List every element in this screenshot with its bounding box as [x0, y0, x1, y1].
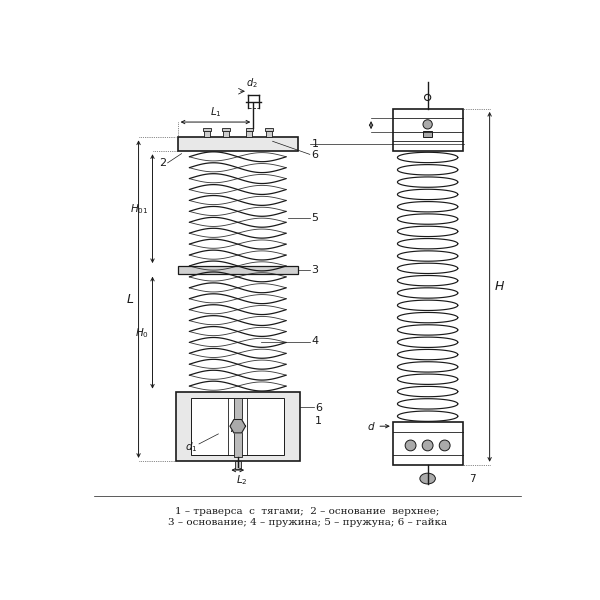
Text: 2: 2 [159, 158, 166, 168]
Bar [393, 422, 463, 464]
Text: 1: 1 [315, 416, 322, 426]
Text: 5: 5 [311, 213, 319, 223]
Text: 1: 1 [311, 139, 319, 149]
Bar [245, 128, 253, 131]
Text: $d$: $d$ [367, 420, 376, 432]
Circle shape [405, 440, 416, 451]
Circle shape [422, 440, 433, 451]
Bar [222, 128, 230, 131]
Text: 4: 4 [311, 337, 319, 346]
Bar [423, 131, 432, 137]
Text: $d_2$: $d_2$ [246, 76, 257, 90]
Bar [235, 461, 241, 469]
Bar [176, 392, 300, 461]
Bar [203, 131, 210, 137]
Bar [203, 128, 211, 131]
Circle shape [439, 440, 450, 451]
Bar [191, 398, 284, 455]
Text: $L_2$: $L_2$ [236, 473, 247, 487]
Text: 1 – траверса  с  тягами;  2 – основание  верхнее;: 1 – траверса с тягами; 2 – основание вер… [175, 507, 440, 516]
Bar [178, 137, 298, 151]
Bar [265, 128, 272, 131]
Text: $6$: $6$ [315, 401, 323, 413]
Bar [234, 398, 242, 457]
Text: $H_{01}$: $H_{01}$ [130, 202, 149, 215]
Circle shape [423, 120, 432, 129]
Text: 3 – основание; 4 – пружина; 5 – пружуна; 6 – гайка: 3 – основание; 4 – пружина; 5 – пружуна;… [168, 518, 447, 527]
Bar [246, 131, 253, 137]
Text: $L_1$: $L_1$ [209, 105, 221, 119]
Text: 3: 3 [311, 265, 319, 275]
Bar [178, 266, 298, 274]
Text: $d_1$: $d_1$ [185, 440, 197, 454]
Ellipse shape [420, 473, 436, 484]
Polygon shape [230, 419, 245, 433]
Bar [266, 131, 272, 137]
Text: 7: 7 [469, 473, 475, 484]
Text: $H$: $H$ [494, 280, 505, 293]
Bar [393, 109, 463, 151]
Text: $6$: $6$ [311, 148, 320, 160]
Text: $L$: $L$ [125, 293, 134, 305]
Bar [223, 131, 229, 137]
Text: $H_0$: $H_0$ [134, 326, 149, 340]
